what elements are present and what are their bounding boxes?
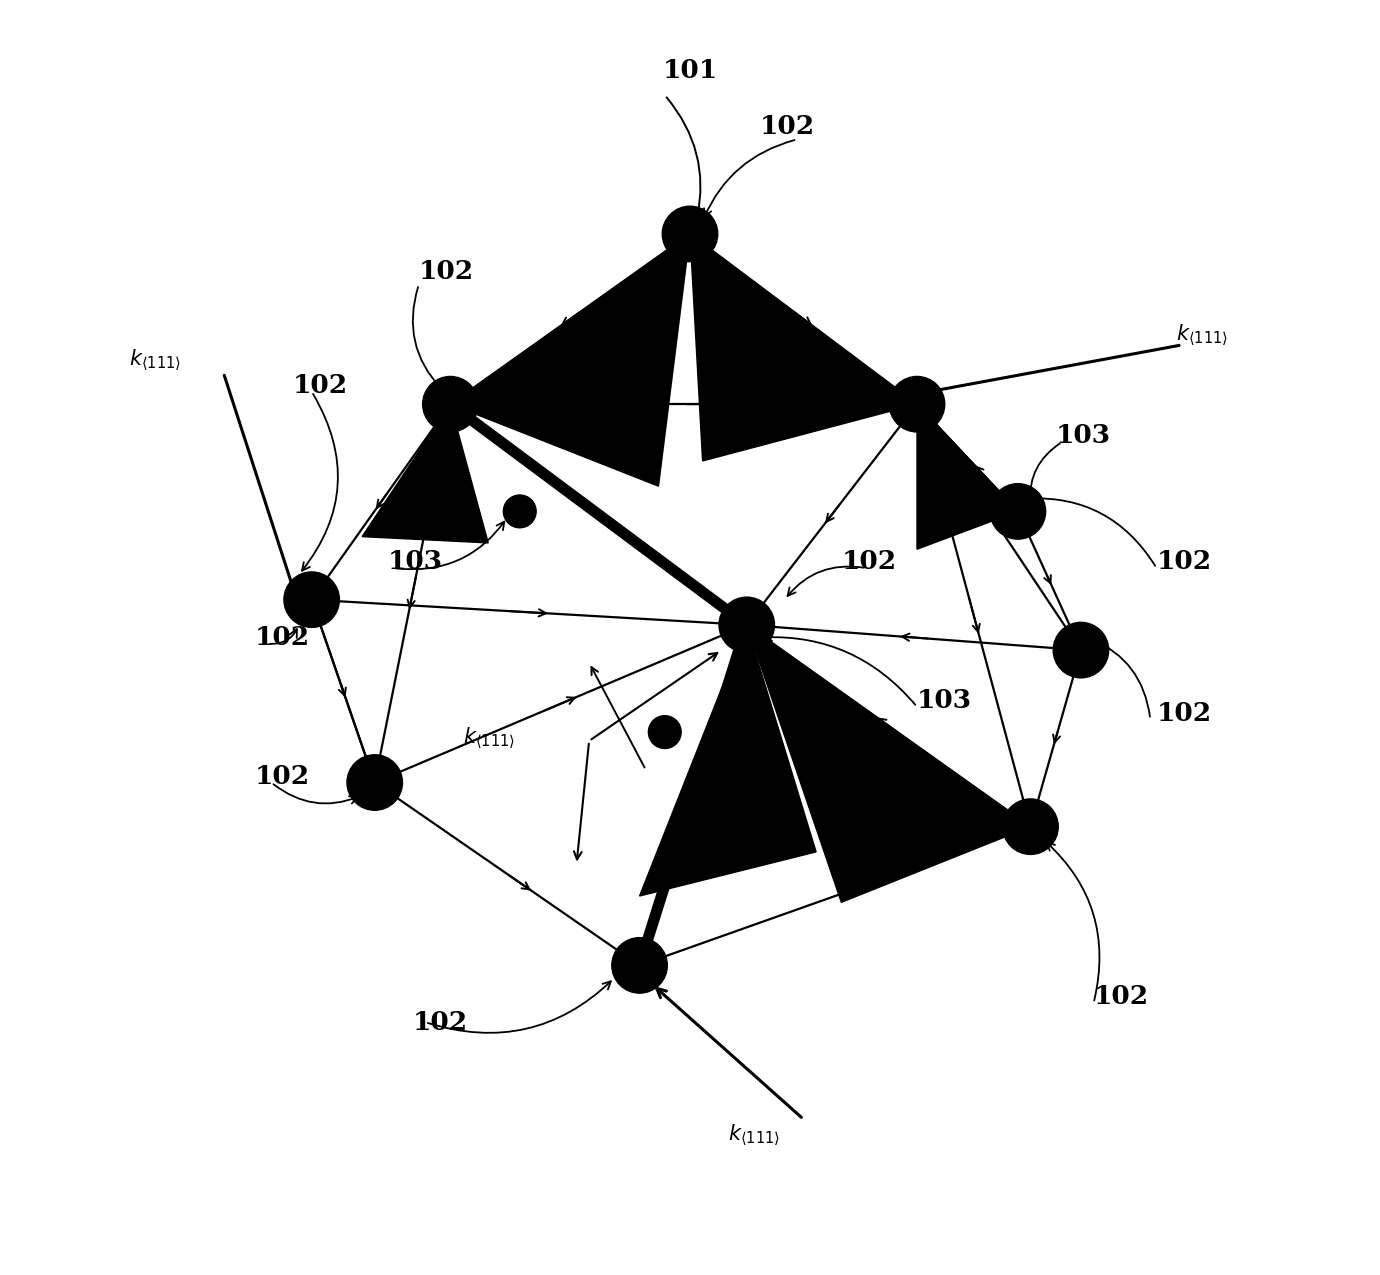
Circle shape <box>611 937 668 993</box>
Text: 102: 102 <box>255 764 310 789</box>
Circle shape <box>504 495 537 528</box>
Circle shape <box>649 715 682 748</box>
Polygon shape <box>747 625 1031 903</box>
Text: 102: 102 <box>759 115 814 139</box>
Text: 102: 102 <box>1093 984 1148 1010</box>
Circle shape <box>284 572 339 627</box>
Text: $k_{\langle 111\rangle}$: $k_{\langle 111\rangle}$ <box>727 1123 780 1149</box>
Text: 103: 103 <box>388 550 443 574</box>
Text: 103: 103 <box>1056 423 1111 449</box>
Circle shape <box>1053 622 1108 678</box>
Circle shape <box>719 597 774 653</box>
Circle shape <box>889 376 945 432</box>
Circle shape <box>989 483 1046 539</box>
Polygon shape <box>450 233 690 486</box>
Text: 102: 102 <box>413 1010 468 1034</box>
Circle shape <box>346 755 403 811</box>
Circle shape <box>422 376 477 432</box>
Text: 102: 102 <box>1156 701 1212 725</box>
Circle shape <box>1003 799 1058 854</box>
Text: $k_{\langle 111\rangle}$: $k_{\langle 111\rangle}$ <box>1176 323 1228 348</box>
Circle shape <box>662 207 718 261</box>
Polygon shape <box>916 404 1018 550</box>
Polygon shape <box>362 404 489 543</box>
Text: $k_{\langle 111\rangle}$: $k_{\langle 111\rangle}$ <box>128 347 181 372</box>
Polygon shape <box>639 625 816 896</box>
Text: 102: 102 <box>1156 550 1212 574</box>
Text: 102: 102 <box>842 550 897 574</box>
Text: 103: 103 <box>916 688 972 713</box>
Text: 102: 102 <box>293 372 348 398</box>
Text: $k_{\langle 111\rangle}$: $k_{\langle 111\rangle}$ <box>464 725 515 751</box>
Text: 102: 102 <box>255 625 310 650</box>
Text: 101: 101 <box>662 57 718 83</box>
Text: 102: 102 <box>420 259 473 284</box>
Polygon shape <box>690 233 916 462</box>
